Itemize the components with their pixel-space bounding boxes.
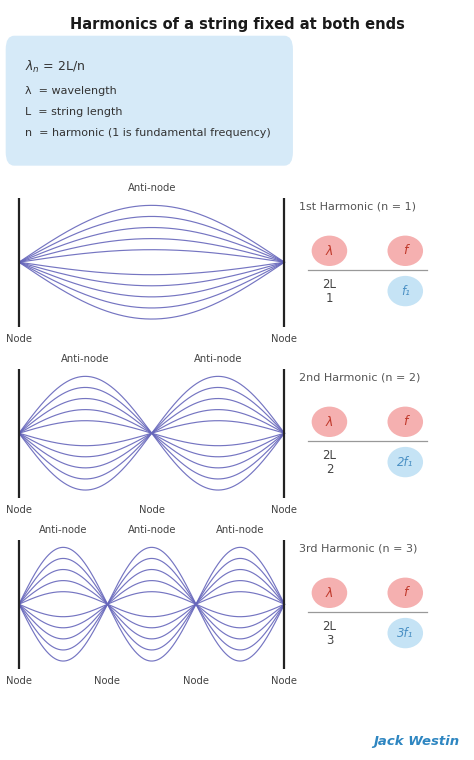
Text: Node: Node (6, 676, 32, 686)
Text: $\lambda$: $\lambda$ (325, 586, 334, 600)
Text: 2L
3: 2L 3 (322, 619, 337, 647)
Text: Anti-node: Anti-node (39, 525, 88, 535)
Text: Node: Node (6, 334, 32, 344)
Text: f: f (403, 586, 408, 600)
Text: $\lambda_n$ = 2L/n: $\lambda_n$ = 2L/n (25, 59, 85, 75)
Text: Anti-node: Anti-node (216, 525, 264, 535)
Text: Node: Node (94, 676, 120, 686)
Ellipse shape (311, 407, 347, 437)
Text: Anti-node: Anti-node (61, 354, 109, 364)
Text: Jack Westin: Jack Westin (374, 735, 460, 748)
Text: f: f (403, 244, 408, 258)
Text: Anti-node: Anti-node (128, 525, 176, 535)
Ellipse shape (387, 276, 423, 306)
Text: Node: Node (139, 505, 164, 515)
Text: $\lambda$: $\lambda$ (325, 244, 334, 258)
Text: 1st Harmonic (n = 1): 1st Harmonic (n = 1) (299, 201, 416, 211)
Text: f: f (403, 415, 408, 429)
Text: Node: Node (272, 505, 297, 515)
Text: 2nd Harmonic (n = 2): 2nd Harmonic (n = 2) (299, 372, 420, 382)
Text: Node: Node (6, 505, 32, 515)
Text: λ  = wavelength: λ = wavelength (25, 86, 117, 96)
Text: 3f₁: 3f₁ (397, 626, 413, 640)
Text: 2L
1: 2L 1 (322, 277, 337, 305)
Text: Harmonics of a string fixed at both ends: Harmonics of a string fixed at both ends (70, 17, 404, 32)
Ellipse shape (387, 407, 423, 437)
Text: 2L
2: 2L 2 (322, 448, 337, 476)
Ellipse shape (311, 578, 347, 608)
Text: Node: Node (272, 334, 297, 344)
Ellipse shape (311, 236, 347, 266)
Text: Node: Node (272, 676, 297, 686)
Text: Anti-node: Anti-node (128, 183, 176, 193)
Ellipse shape (387, 236, 423, 266)
Text: 3rd Harmonic (n = 3): 3rd Harmonic (n = 3) (299, 543, 417, 553)
Text: Node: Node (183, 676, 209, 686)
Text: $\lambda$: $\lambda$ (325, 415, 334, 429)
Text: n  = harmonic (1 is fundamental frequency): n = harmonic (1 is fundamental frequency… (25, 128, 270, 138)
Ellipse shape (387, 578, 423, 608)
Ellipse shape (387, 618, 423, 648)
Text: L  = string length: L = string length (25, 107, 122, 117)
Text: 2f₁: 2f₁ (397, 455, 413, 469)
FancyBboxPatch shape (6, 36, 293, 166)
Text: f₁: f₁ (401, 284, 410, 298)
Ellipse shape (387, 447, 423, 477)
Text: Anti-node: Anti-node (194, 354, 242, 364)
